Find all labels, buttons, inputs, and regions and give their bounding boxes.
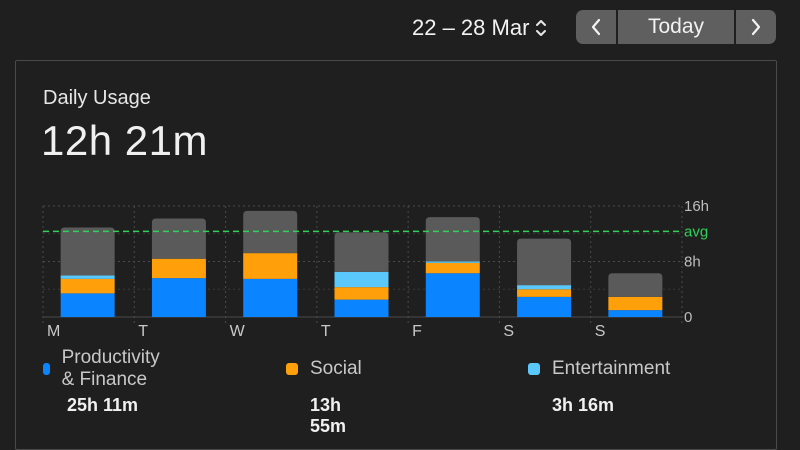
legend-label: Productivity & Finance (61, 347, 160, 390)
bar-segment (334, 287, 389, 300)
legend-label: Entertainment (552, 358, 671, 379)
updown-chevron-icon (535, 18, 547, 38)
bar-segment (517, 289, 572, 297)
date-range-selector[interactable]: 22 – 28 Mar (412, 12, 547, 44)
bar-segment (334, 232, 389, 272)
x-tick-label: W (230, 323, 246, 340)
next-week-button[interactable] (736, 10, 776, 44)
bar-segment (517, 285, 572, 290)
bar-segment (60, 227, 115, 276)
legend-value: 25h 11m (67, 395, 139, 415)
legend-item: Productivity & Finance 25h 11m (43, 347, 165, 416)
bar-segment (60, 278, 115, 294)
previous-week-button[interactable] (576, 10, 616, 44)
week-navigation: Today (576, 10, 776, 44)
bar-segment (608, 310, 663, 317)
legend-item: Social 13h 55m (286, 357, 362, 437)
bar-segment (151, 258, 206, 279)
chevron-left-icon (591, 18, 601, 36)
bar-segment (60, 275, 115, 279)
average-label: avg (684, 223, 708, 240)
x-tick-label: S (503, 323, 514, 340)
legend-row: Productivity & Finance (43, 347, 165, 390)
top-bar: 22 – 28 Mar Today (0, 0, 800, 56)
legend-item: Entertainment 3h 16m (528, 357, 670, 416)
x-tick-label: S (595, 323, 606, 340)
today-button[interactable]: Today (618, 10, 734, 44)
legend-swatch (528, 363, 540, 375)
bar-segment (243, 278, 298, 317)
x-tick-label: M (47, 323, 60, 340)
y-tick-label: 16h (684, 198, 709, 215)
bar-segment (151, 218, 206, 259)
legend-label: Social (310, 358, 362, 379)
legend-value: 13h 55m (310, 395, 347, 436)
bar-segment (517, 296, 572, 317)
legend-row: Social (286, 357, 362, 381)
y-tick-label: 8h (684, 254, 701, 271)
chevron-right-icon (751, 18, 761, 36)
legend-swatch (43, 363, 50, 375)
bar-segment (425, 273, 480, 317)
legend-value: 3h 16m (552, 395, 615, 415)
x-tick-label: T (138, 323, 148, 340)
bar-segment (425, 217, 480, 262)
x-tick-label: T (321, 323, 331, 340)
bar-segment (334, 271, 389, 288)
y-tick-label: 0 (684, 309, 692, 326)
legend-row: Entertainment (528, 357, 670, 381)
bar-segment (425, 261, 480, 263)
bar-segment (334, 299, 389, 317)
bar-segment (151, 278, 206, 317)
bar-segment (425, 262, 480, 274)
date-range-label: 22 – 28 Mar (412, 15, 530, 40)
bar-segment (608, 273, 663, 297)
x-tick-label: F (412, 323, 422, 340)
bar-segment (517, 238, 572, 286)
bar-segment (243, 253, 298, 279)
bar-segment (243, 210, 298, 254)
daily-total: 12h 21m (41, 117, 208, 164)
card-title: Daily Usage (43, 87, 151, 109)
bar-segment (60, 293, 115, 317)
legend-swatch (286, 363, 298, 375)
bar-segment (608, 296, 663, 311)
